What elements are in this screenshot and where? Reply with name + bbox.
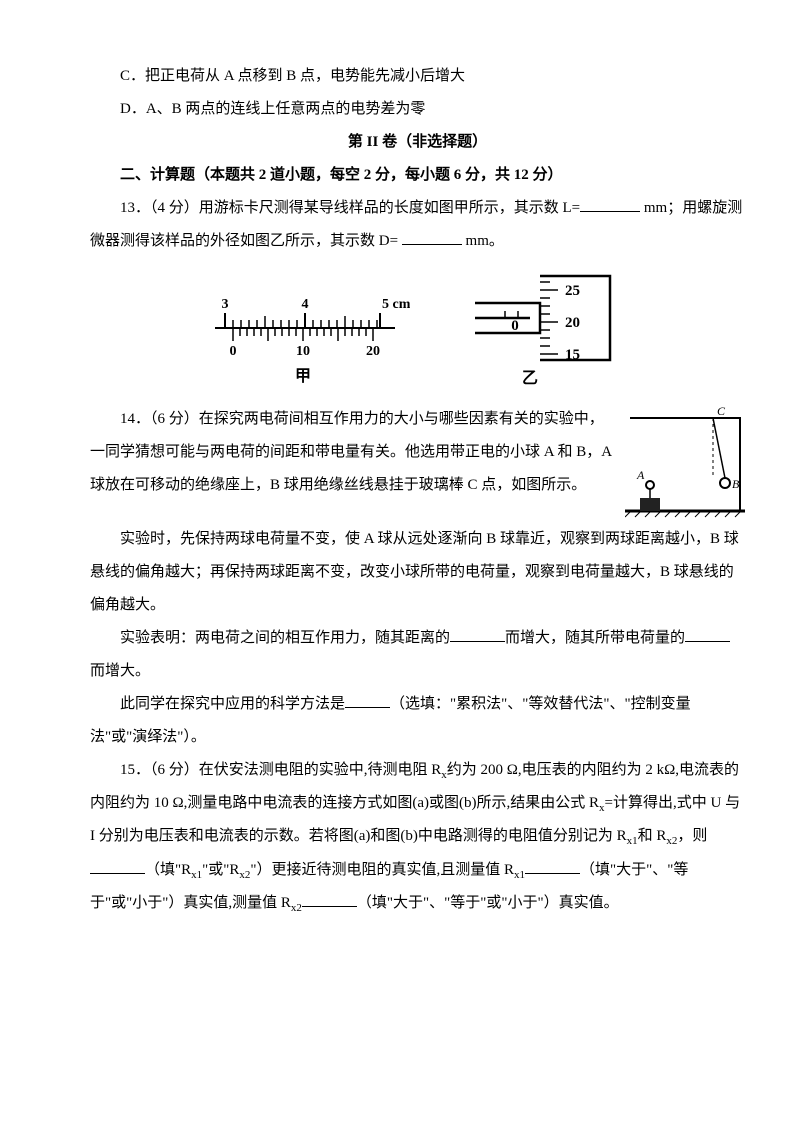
- sub-x2-2: x2: [239, 869, 250, 881]
- q14c-text1: 实验表明：两电荷之间的相互作用力，随其距离的: [120, 630, 450, 646]
- figure-caliper: 3 4 5 cm 0 10 20 甲: [200, 293, 410, 388]
- question-13: 13．（4 分）用游标卡尺测得某导线样品的长度如图甲所示，其示数 L= mm；用…: [90, 192, 745, 258]
- q15-text-g: "）更接近待测电阻的真实值,且测量值 R: [250, 862, 514, 878]
- svg-text:B: B: [732, 477, 740, 491]
- svg-text:25: 25: [565, 283, 580, 299]
- q13-text-a: 13．（4 分）用游标卡尺测得某导线样品的长度如图甲所示，其示数 L=: [120, 200, 580, 216]
- q14-blank-2[interactable]: [685, 626, 730, 642]
- q15-text-d: ，则: [677, 828, 707, 844]
- q15-blank-3[interactable]: [302, 891, 357, 907]
- question-14-d: 此同学在探究中应用的科学方法是（选填："累积法"、"等效替代法"、"控制变量法"…: [90, 688, 745, 754]
- svg-text:10: 10: [296, 344, 310, 359]
- question-14-c: 实验表明：两电荷之间的相互作用力，随其距离的 而增大，随其所带电荷量的而增大。: [90, 622, 745, 688]
- part-2-title: 第 II 卷（非选择题）: [90, 126, 745, 159]
- q13-blank-D[interactable]: [402, 229, 462, 245]
- svg-text:甲: 甲: [295, 367, 311, 385]
- q15-text-a: 15．（6 分）在伏安法测电阻的实验中,待测电阻 R: [120, 762, 441, 778]
- q14-blank-1[interactable]: [450, 626, 505, 642]
- q14d-text1: 此同学在探究中应用的科学方法是: [120, 696, 345, 712]
- q13-blank-L[interactable]: [580, 196, 640, 212]
- q15-text-i: （填"大于"、"等于"或"小于"）真实值。: [357, 895, 619, 911]
- svg-text:0: 0: [230, 344, 237, 359]
- svg-text:C: C: [717, 404, 726, 418]
- svg-text:3: 3: [222, 297, 229, 312]
- svg-text:5 cm: 5 cm: [382, 297, 410, 312]
- q15-text-c: 和 R: [638, 828, 667, 844]
- question-14-b: 实验时，先保持两球电荷量不变，使 A 球从远处逐渐向 B 球靠近，观察到两球距离…: [90, 523, 745, 622]
- sub-x1-1: x1: [627, 835, 638, 847]
- sub-x2-3: x2: [291, 902, 302, 914]
- svg-text:0: 0: [511, 318, 519, 334]
- section-2-title: 二、计算题（本题共 2 道小题，每空 2 分，每小题 6 分，共 12 分）: [90, 159, 745, 192]
- figure-row-13: 3 4 5 cm 0 10 20 甲: [90, 268, 745, 388]
- question-15: 15．（6 分）在伏安法测电阻的实验中,待测电阻 Rx约为 200 Ω,电压表的…: [90, 754, 745, 920]
- q14c-text2: 而增大，随其所带电荷量的: [505, 630, 685, 646]
- sub-x2-1: x2: [666, 835, 677, 847]
- q13-text-c: mm。: [462, 233, 504, 249]
- q15-text-f: "或"R: [202, 862, 239, 878]
- sub-x1-3: x1: [514, 869, 525, 881]
- svg-text:乙: 乙: [522, 370, 538, 387]
- option-d: D．A、B 两点的连线上任意两点的电势差为零: [90, 93, 745, 126]
- figure-micrometer: 0 25 20 15 乙: [470, 268, 635, 388]
- svg-text:20: 20: [366, 344, 380, 359]
- svg-text:15: 15: [565, 347, 580, 363]
- svg-text:20: 20: [565, 315, 580, 331]
- q15-text-e: （填"R: [145, 862, 191, 878]
- q14c-text3: 而增大。: [90, 663, 150, 679]
- svg-text:A: A: [636, 468, 645, 482]
- q14-blank-3[interactable]: [345, 692, 390, 708]
- figure-14: A B C: [625, 403, 745, 523]
- sub-x1-2: x1: [191, 869, 202, 881]
- option-c: C．把正电荷从 A 点移到 B 点，电势能先减小后增大: [90, 60, 745, 93]
- q15-blank-2[interactable]: [525, 858, 580, 874]
- q15-blank-1[interactable]: [90, 858, 145, 874]
- svg-text:4: 4: [302, 297, 309, 312]
